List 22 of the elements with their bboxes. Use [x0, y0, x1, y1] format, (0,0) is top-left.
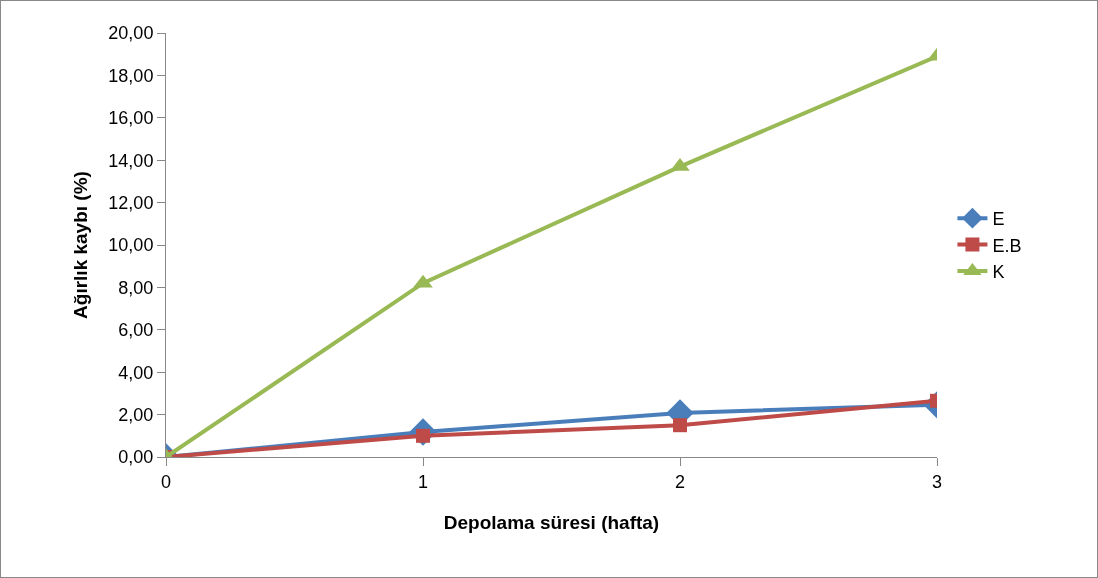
legend-label: K: [992, 262, 1005, 283]
y-tick-label: 20,00: [108, 23, 154, 44]
y-tick-label: 18,00: [108, 65, 154, 86]
x-tick-label: 1: [417, 471, 429, 492]
y-tick-label: 6,00: [118, 320, 154, 341]
x-tick-label: 0: [160, 471, 172, 492]
y-axis-title: Ağırlık kaybı (%): [70, 171, 92, 319]
legend-label: E.B: [992, 235, 1022, 256]
y-tick-label: 2,00: [118, 404, 154, 425]
legend-label: E: [992, 209, 1005, 230]
y-tick-label: 12,00: [108, 192, 154, 213]
x-tick-label: 2: [674, 471, 686, 492]
y-tick-label: 16,00: [108, 108, 154, 129]
point: [413, 274, 433, 288]
y-tick-label: 4,00: [118, 362, 154, 383]
x-axis-title: Depolama süresi (hafta): [443, 512, 660, 534]
point: [673, 418, 687, 433]
y-tick-label: 14,00: [108, 150, 154, 171]
y-tick-label: 0,00: [118, 447, 154, 468]
x-tick-label: 3: [931, 471, 943, 492]
y-tick-label: 10,00: [108, 235, 154, 256]
y-tick-label: 8,00: [118, 277, 154, 298]
